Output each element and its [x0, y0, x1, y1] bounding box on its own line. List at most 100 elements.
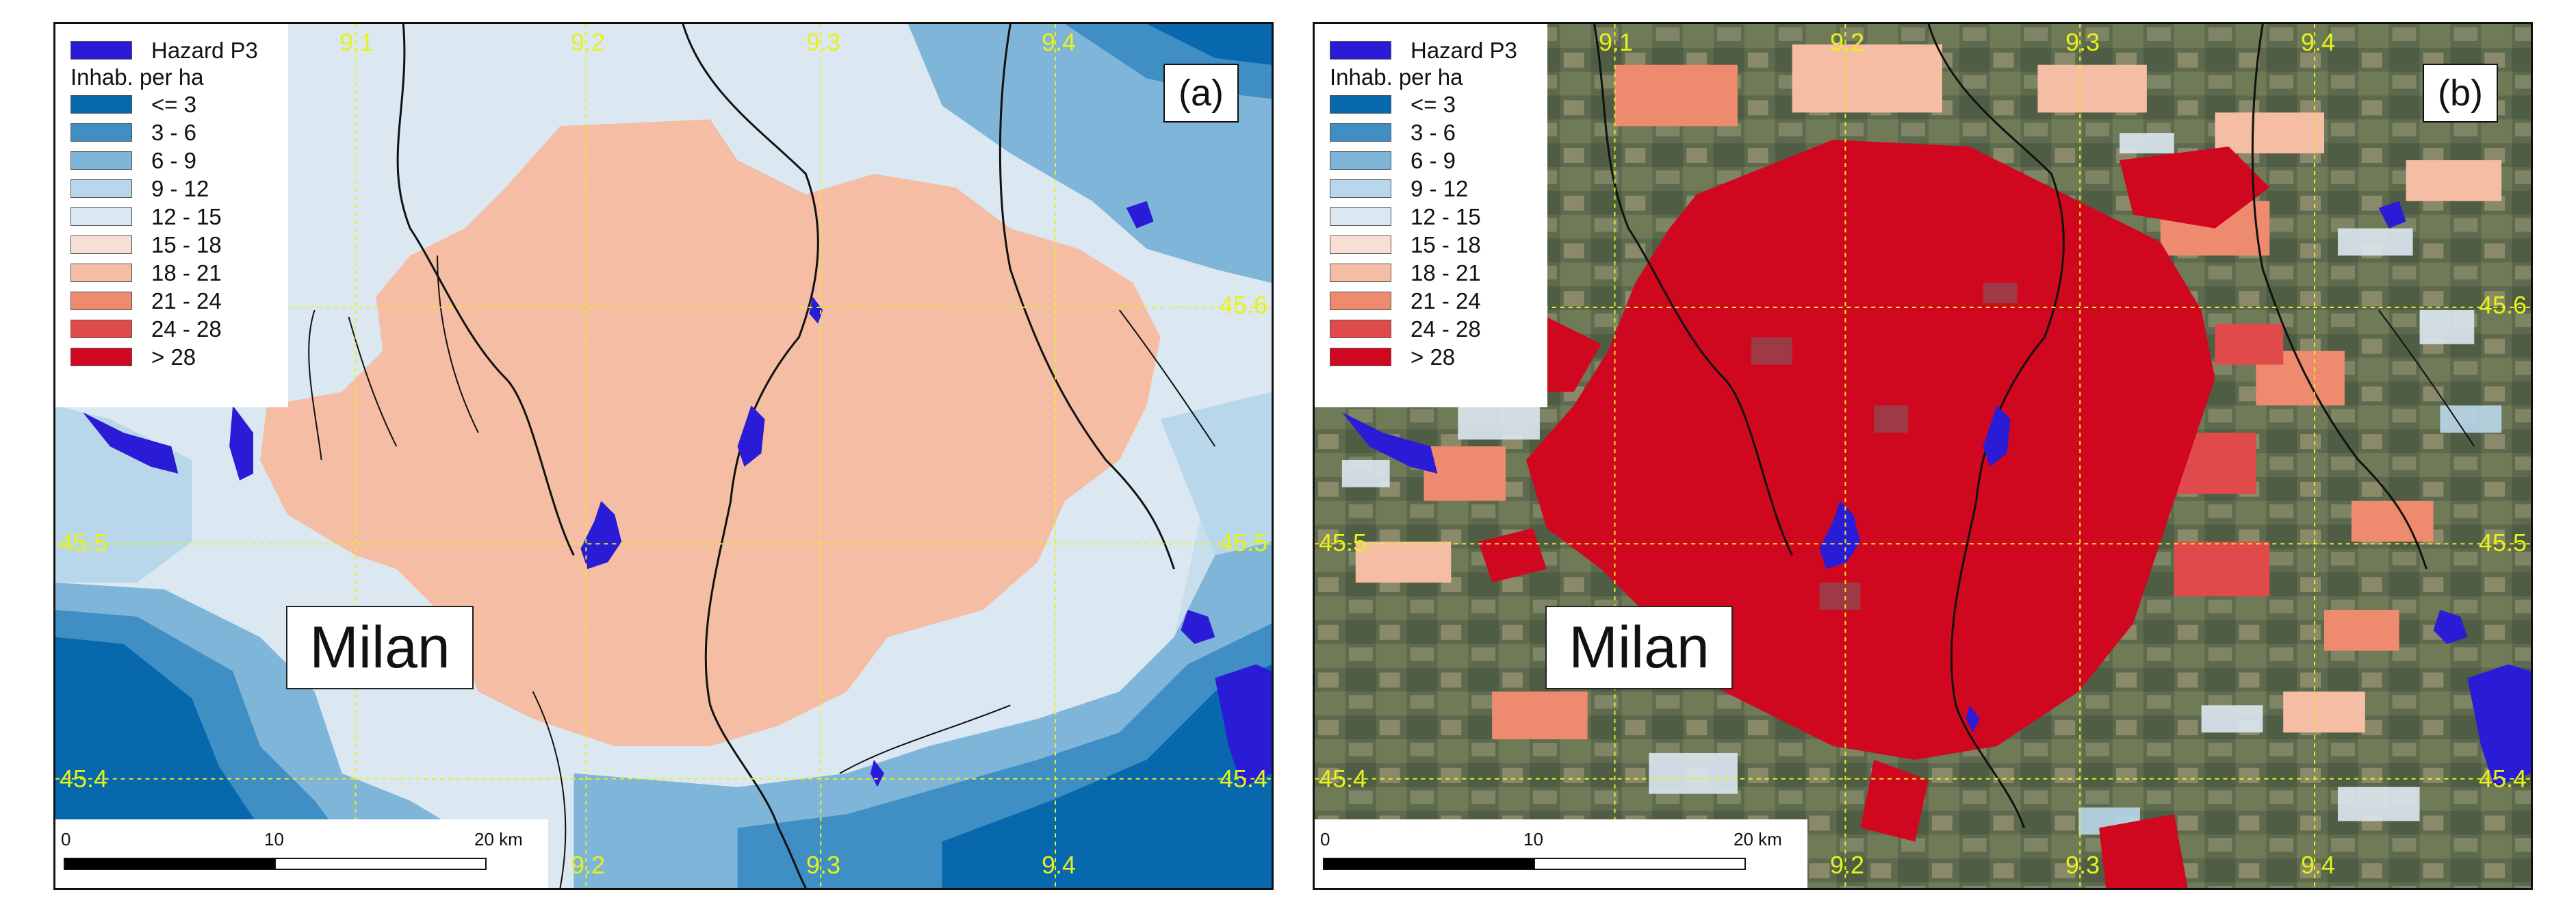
legend-class-row: 9 - 12: [70, 175, 288, 203]
legend-swatch: [70, 207, 132, 226]
scale-bar-white-segment: [1534, 858, 1746, 870]
legend-swatch: [70, 123, 132, 142]
legend-class-row: 15 - 18: [1330, 231, 1547, 259]
legend-swatch: [70, 292, 132, 310]
legend-class-row: 18 - 21: [70, 259, 288, 287]
legend-swatch: [1330, 151, 1391, 170]
legend-class-label: 15 - 18: [1411, 231, 1481, 257]
legend-class-row: <= 3: [70, 90, 288, 118]
legend-class-label: 21 - 24: [1411, 288, 1481, 314]
scale-tick-10: 10: [264, 829, 284, 849]
legend-swatch: [70, 151, 132, 170]
city-label: Milan: [286, 606, 474, 689]
legend-class-row: 21 - 24: [70, 287, 288, 315]
legend-class-row: 3 - 6: [1330, 118, 1547, 146]
legend-class-row: <= 3: [1330, 90, 1547, 118]
legend-swatch: [1330, 235, 1391, 254]
legend-swatch: [70, 179, 132, 198]
panel-label: (b): [2423, 64, 2498, 123]
legend-class-row: 24 - 28: [1330, 315, 1547, 343]
scale-tick-20: 20 km: [474, 829, 523, 849]
lon-label-bottom-1: 9.2: [1830, 851, 1865, 879]
legend-class-label: 24 - 28: [151, 316, 222, 342]
lon-label-top-1: 9.1: [339, 28, 374, 56]
lon-label-top-3: 9.3: [2065, 28, 2100, 56]
legend-swatch: [1330, 207, 1391, 226]
legend-class-row: 6 - 9: [70, 146, 288, 175]
legend-class-row: 21 - 24: [1330, 287, 1547, 315]
legend-class-label: 12 - 15: [1411, 203, 1481, 229]
legend-title: Inhab. per ha: [70, 64, 204, 90]
lon-label-bottom-2: 9.3: [2065, 851, 2100, 879]
lat-label-2-right: 45.5: [2478, 528, 2527, 557]
lat-label-3-right: 45.4: [2478, 765, 2527, 793]
lat-label-1: 45.6: [1219, 291, 1267, 319]
scale-tick-0: 0: [61, 829, 71, 849]
legend-hazard-label: Hazard P3: [151, 37, 258, 63]
scale-bar-black-segment: [1323, 858, 1535, 870]
legend-hazard-label: Hazard P3: [1411, 37, 1517, 63]
legend-class-label: 18 - 21: [151, 259, 222, 285]
scale-bar-black-segment: [64, 858, 276, 870]
lat-label-2-right: 45.5: [1219, 528, 1267, 557]
legend-swatch: [1330, 123, 1391, 142]
legend-class-label: 24 - 28: [1411, 316, 1481, 342]
legend-class-label: > 28: [1411, 344, 1456, 370]
legend-swatch: [1330, 292, 1391, 310]
lon-label-top-3: 9.3: [806, 28, 841, 56]
scale-tick-10: 10: [1523, 829, 1543, 849]
legend-class-label: 9 - 12: [1411, 175, 1469, 201]
lon-label-top-4: 9.4: [1042, 28, 1077, 56]
lat-label-2-left: 45.5: [60, 528, 108, 557]
legend-class-row: 12 - 15: [70, 203, 288, 231]
legend-swatch: [1330, 95, 1391, 114]
legend-class-label: 3 - 6: [151, 119, 197, 145]
map-panel-b: 9.1 9.2 9.3 9.4 9.2 9.3 9.4 45.6 45.5 45…: [1313, 22, 2533, 890]
legend-swatch: [70, 320, 132, 338]
lat-label-2-left: 45.5: [1319, 528, 1367, 557]
lat-label-3-right: 45.4: [1219, 765, 1267, 793]
legend-class-label: 6 - 9: [1411, 147, 1456, 173]
legend-class-label: <= 3: [1411, 91, 1456, 117]
scale-bar: 0 10 20 km: [1315, 819, 1807, 888]
legend-class-label: 3 - 6: [1411, 119, 1456, 145]
lon-label-bottom-1: 9.2: [571, 851, 606, 879]
legend-swatch: [1330, 264, 1391, 282]
legend-hazard-row: Hazard P3: [70, 36, 288, 64]
legend-class-label: <= 3: [151, 91, 197, 117]
legend-class-row: 15 - 18: [70, 231, 288, 259]
map-panel-a: 9.1 9.2 9.3 9.4 9.2 9.3 9.4 45.6 45.5 45…: [53, 22, 1274, 890]
lon-label-bottom-3: 9.4: [2301, 851, 2336, 879]
lon-label-bottom-3: 9.4: [1042, 851, 1077, 879]
legend-class-row: 6 - 9: [1330, 146, 1547, 175]
panel-label: (a): [1163, 64, 1239, 123]
legend-swatch: [1330, 348, 1391, 366]
legend-class-label: 9 - 12: [151, 175, 209, 201]
legend-class-label: 6 - 9: [151, 147, 197, 173]
legend-class-row: > 28: [70, 343, 288, 371]
legend-class-row: 24 - 28: [70, 315, 288, 343]
scale-tick-0: 0: [1320, 829, 1330, 849]
lon-label-top-2: 9.2: [1830, 28, 1865, 56]
legend-class-row: 18 - 21: [1330, 259, 1547, 287]
lat-label-3-left: 45.4: [60, 765, 108, 793]
legend-swatch: [70, 264, 132, 282]
legend-swatch: [70, 95, 132, 114]
legend-class-row: 3 - 6: [70, 118, 288, 146]
legend-swatch: [1330, 179, 1391, 198]
city-label: Milan: [1545, 606, 1733, 689]
legend-swatch-hazard: [1330, 41, 1391, 60]
legend-class-label: 15 - 18: [151, 231, 222, 257]
scale-tick-20: 20 km: [1734, 829, 1782, 849]
legend-swatch: [1330, 320, 1391, 338]
legend-class-label: > 28: [151, 344, 196, 370]
legend-class-row: > 28: [1330, 343, 1547, 371]
legend-class-row: 9 - 12: [1330, 175, 1547, 203]
legend-class-row: 12 - 15: [1330, 203, 1547, 231]
lon-label-top-2: 9.2: [571, 28, 606, 56]
lon-label-top-1: 9.1: [1599, 28, 1634, 56]
